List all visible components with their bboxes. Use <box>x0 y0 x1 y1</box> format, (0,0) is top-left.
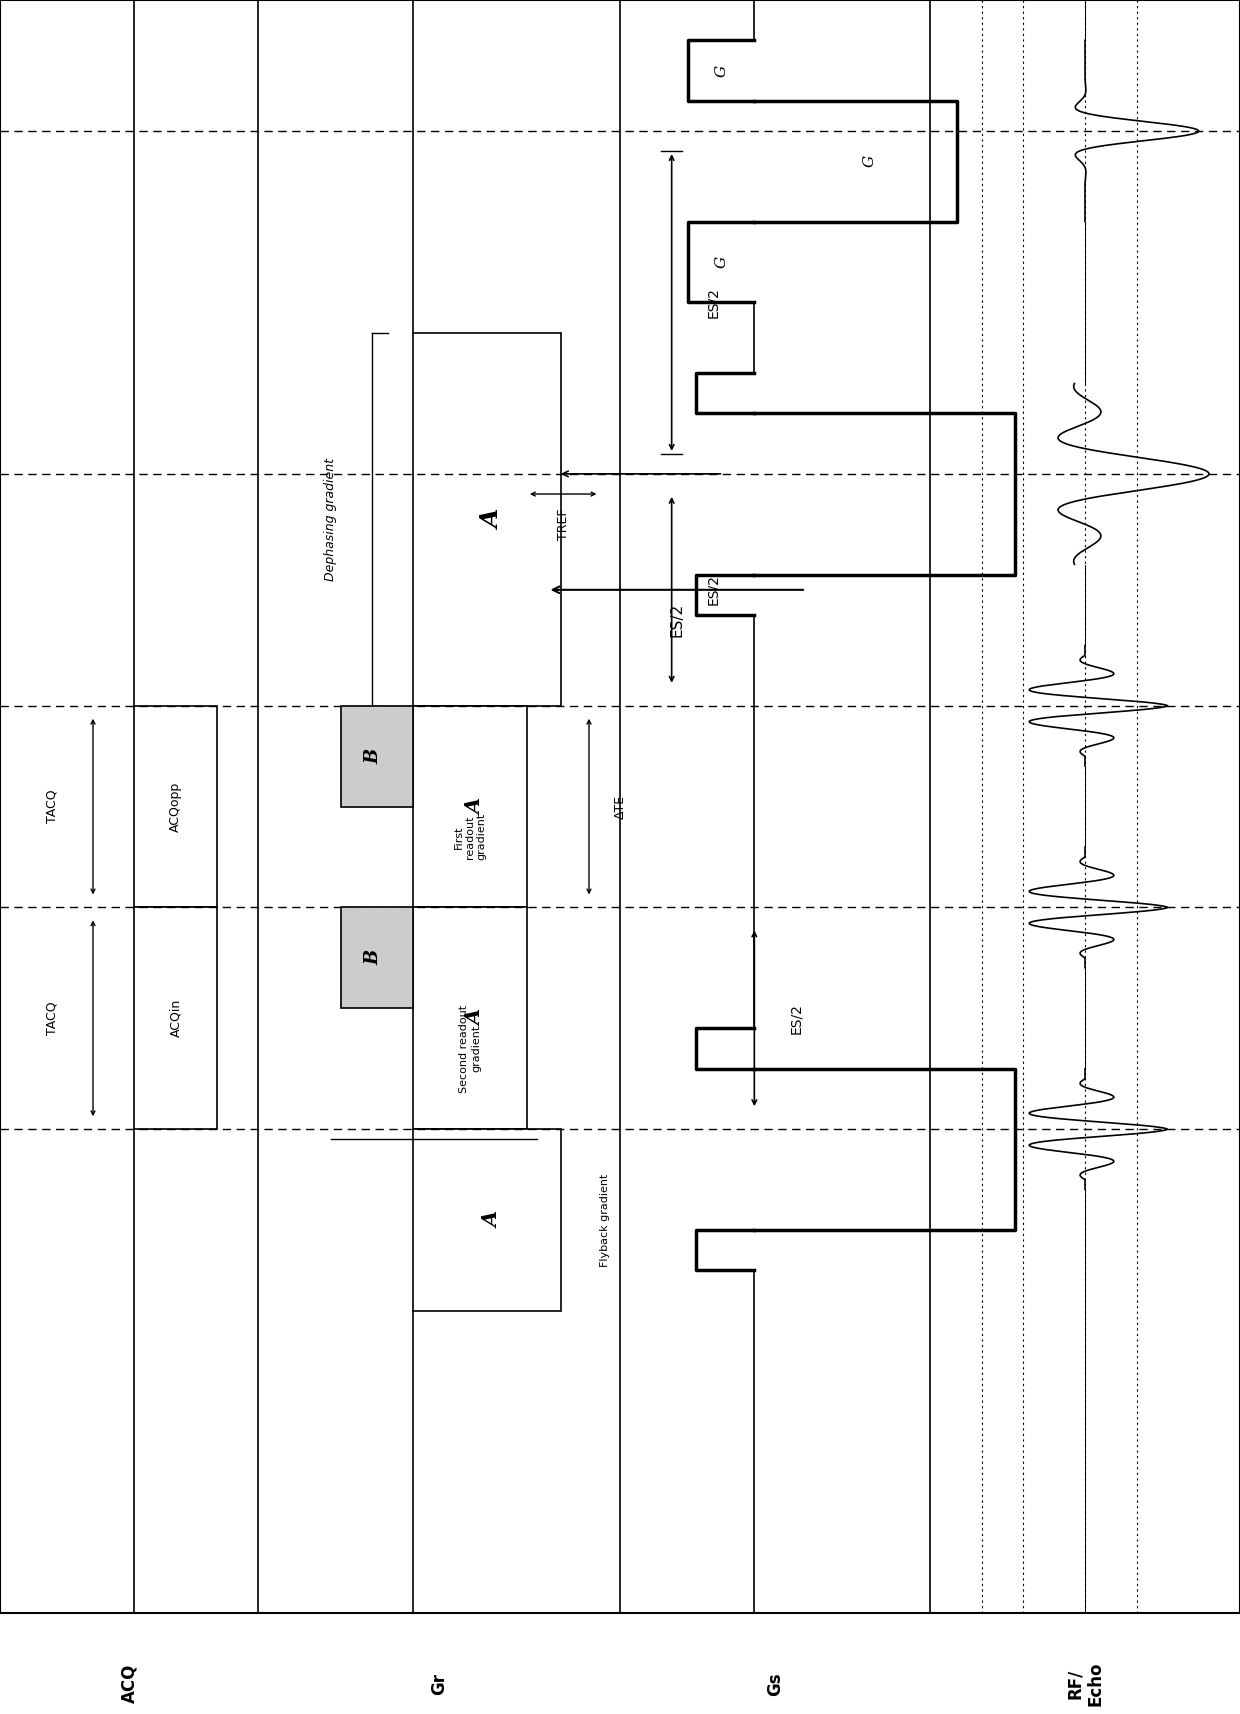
Text: B: B <box>365 950 383 965</box>
Text: A: A <box>481 509 505 530</box>
Text: ACQ: ACQ <box>120 1664 138 1704</box>
Text: Flyback gradient: Flyback gradient <box>599 1174 610 1267</box>
Text: TACQ: TACQ <box>45 1001 58 1035</box>
Bar <box>413 907 527 1130</box>
Text: A: A <box>466 1010 486 1027</box>
Text: ES/2: ES/2 <box>706 286 720 317</box>
Text: Gs: Gs <box>766 1671 784 1695</box>
Text: A: A <box>482 1212 503 1229</box>
Text: A: A <box>466 799 486 814</box>
Text: G: G <box>863 156 877 168</box>
Bar <box>413 333 560 706</box>
Bar <box>134 706 217 907</box>
Text: Gr: Gr <box>430 1673 448 1695</box>
Bar <box>413 706 527 907</box>
Text: G: G <box>714 65 728 77</box>
Text: Dephasing gradient: Dephasing gradient <box>324 458 337 581</box>
Bar <box>341 907 413 1008</box>
Text: TREF: TREF <box>557 509 569 540</box>
Bar <box>134 907 217 1130</box>
Text: RF/
Echo: RF/ Echo <box>1065 1661 1105 1705</box>
Text: ACQopp: ACQopp <box>169 782 182 831</box>
Text: ACQin: ACQin <box>169 999 182 1037</box>
Text: ES/2: ES/2 <box>789 1003 802 1034</box>
Text: G: G <box>714 255 728 267</box>
Bar <box>413 1130 560 1311</box>
Text: TACQ: TACQ <box>45 790 58 823</box>
Bar <box>341 706 413 807</box>
Text: ΔTE: ΔTE <box>614 795 626 819</box>
Text: B: B <box>365 749 383 764</box>
Text: First
readout
gradient: First readout gradient <box>454 812 487 860</box>
Text: ES/2: ES/2 <box>706 574 720 605</box>
Text: Second readout
gradient: Second readout gradient <box>459 1004 481 1092</box>
Text: ES/2: ES/2 <box>670 603 684 638</box>
